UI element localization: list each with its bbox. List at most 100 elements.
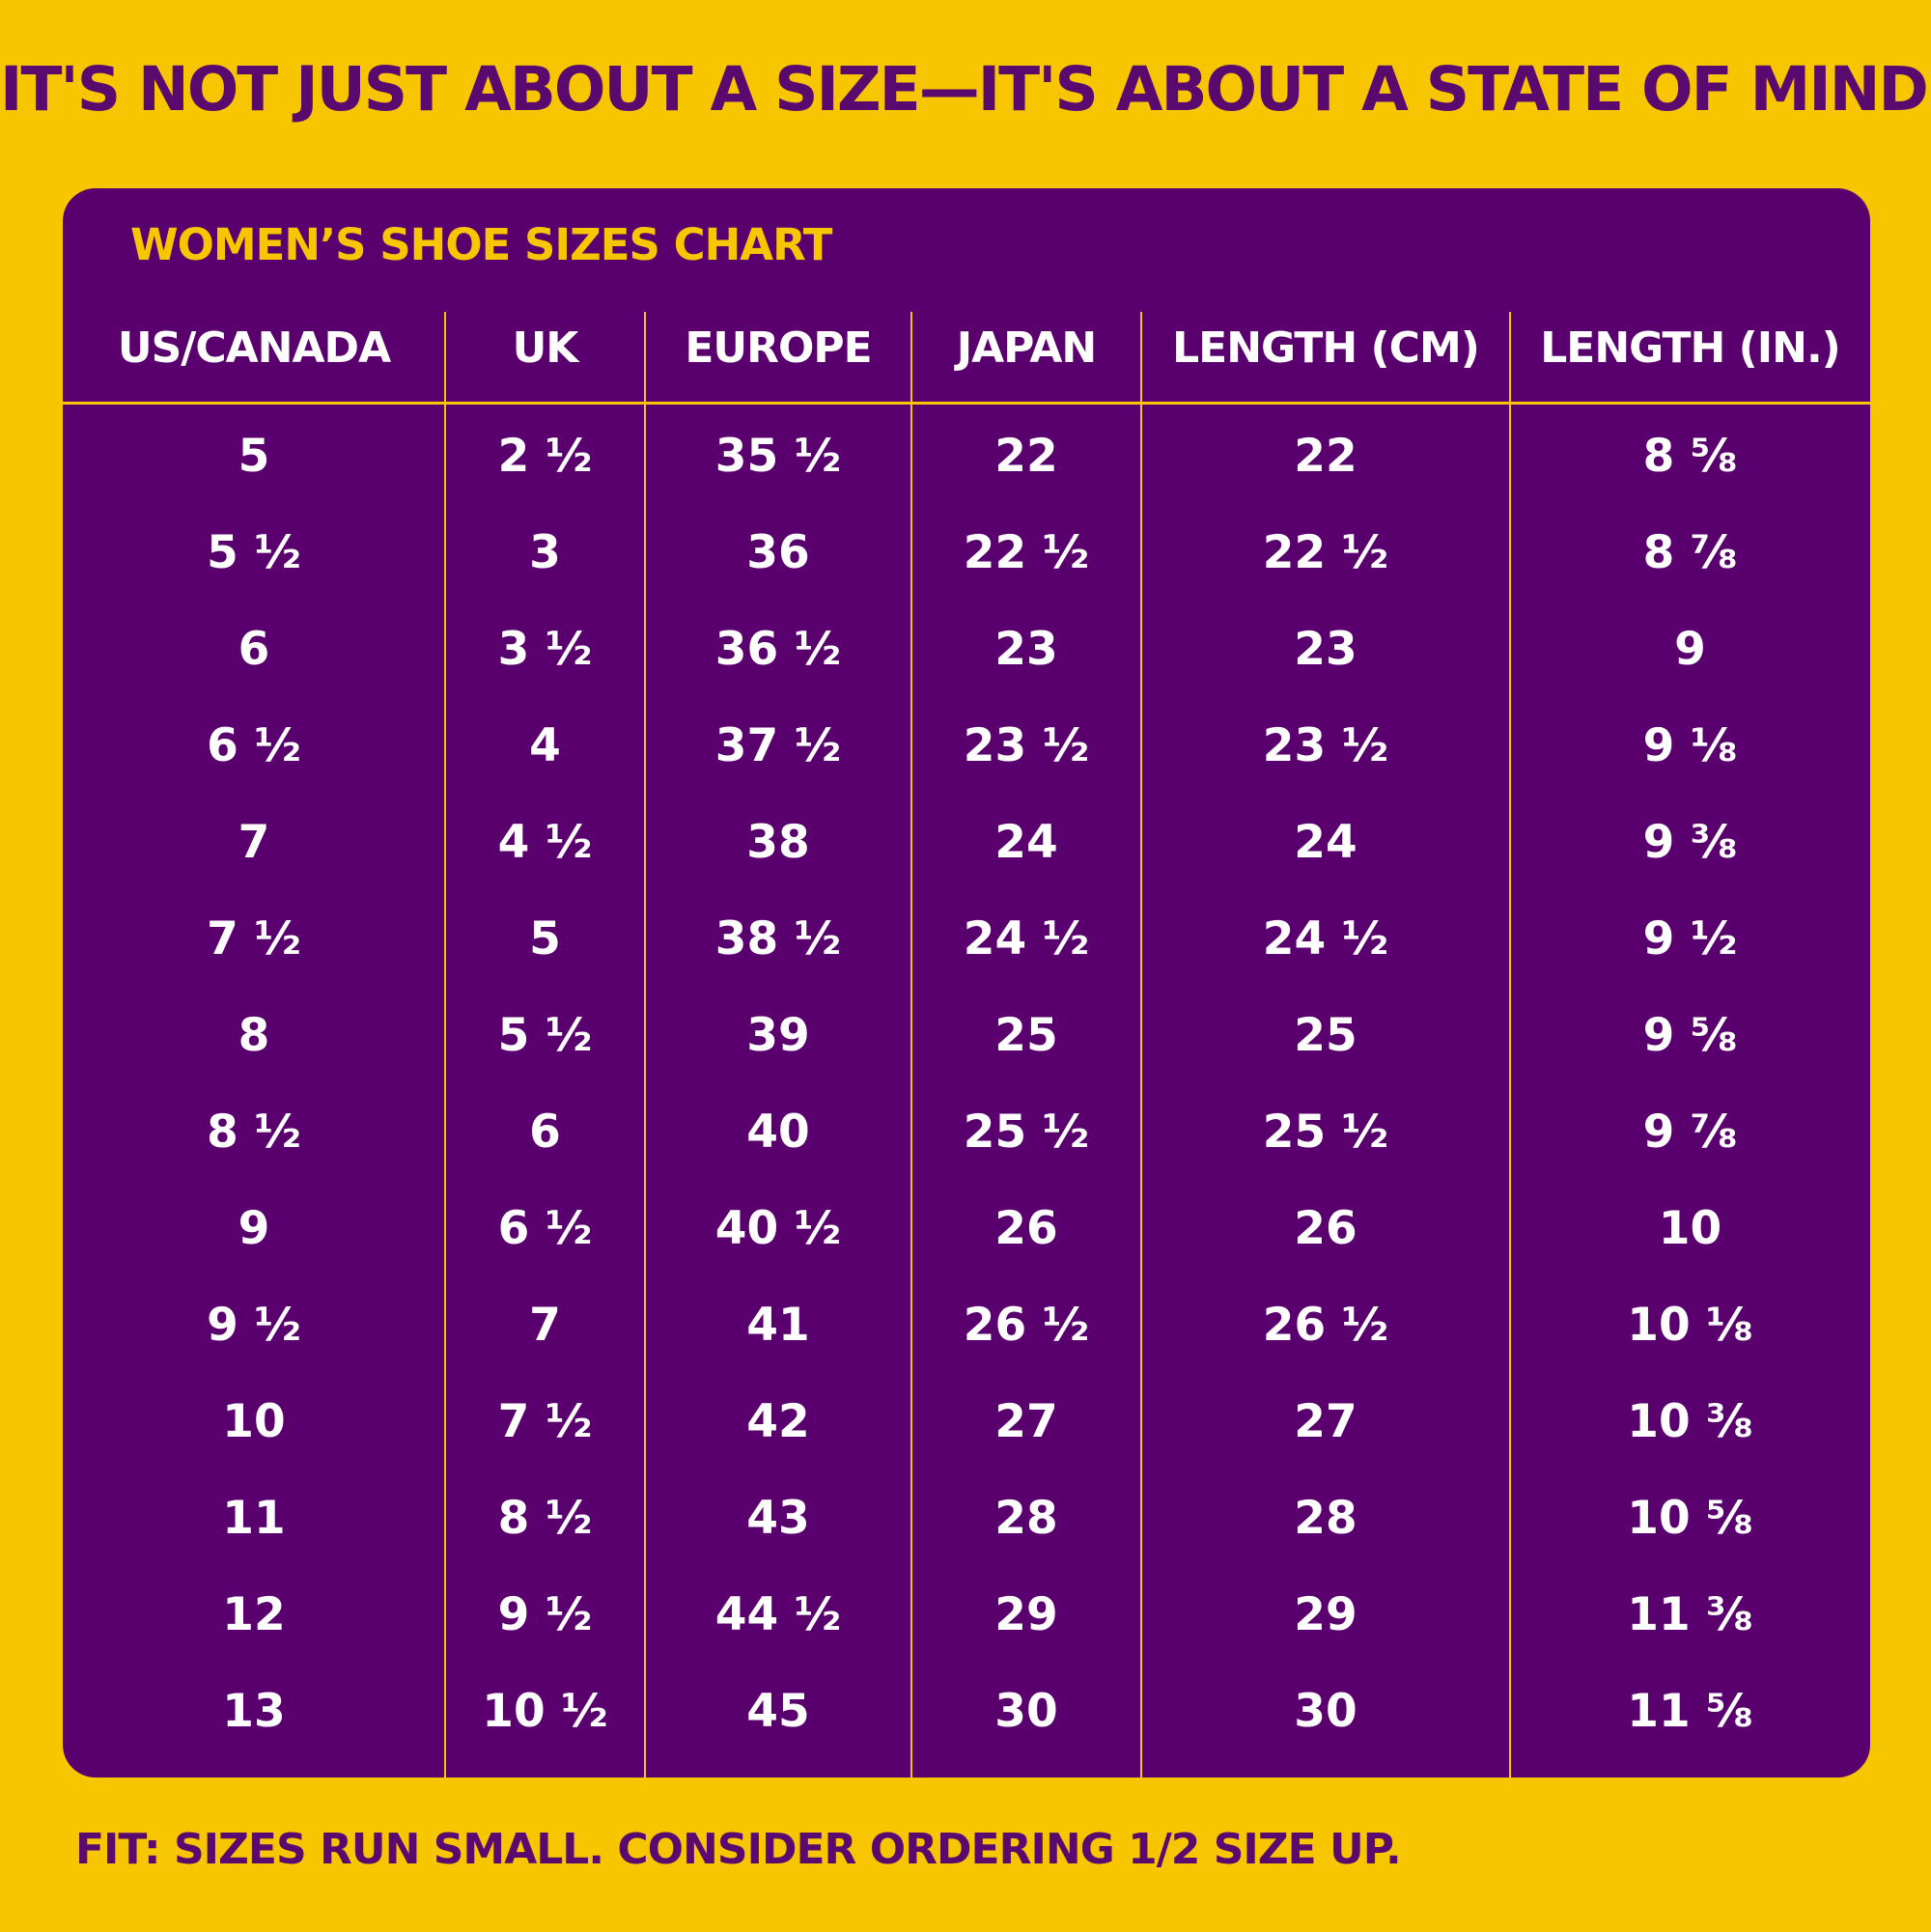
- cell-us-canada: 6: [238, 622, 270, 676]
- cell-japan: 22 ½: [963, 525, 1090, 579]
- column-divider: [1140, 312, 1142, 1778]
- header-length-in: LENGTH (IN.): [1540, 322, 1841, 373]
- table-row: 8 5 ½ 39 25 25 9 ⅝: [63, 996, 1870, 1074]
- header-us-canada: US/CANADA: [117, 322, 391, 373]
- cell-europe: 36 ½: [714, 622, 842, 676]
- cell-uk: 4: [529, 718, 561, 772]
- cell-length-cm: 29: [1294, 1587, 1357, 1641]
- cell-length-in: 11 ⅝: [1627, 1684, 1753, 1738]
- table-header-row: US/CANADA UK EUROPE JAPAN LENGTH (CM) LE…: [63, 304, 1870, 391]
- cell-us-canada: 10: [222, 1394, 286, 1448]
- cell-length-cm: 22: [1294, 429, 1357, 483]
- cell-japan: 28: [994, 1491, 1058, 1545]
- cell-europe: 40 ½: [714, 1201, 842, 1255]
- table-row: 7 4 ½ 38 24 24 9 ⅜: [63, 803, 1870, 881]
- cell-length-cm: 24: [1294, 815, 1357, 869]
- cell-us-canada: 7: [238, 815, 270, 869]
- cell-japan: 25: [994, 1008, 1058, 1062]
- cell-length-in: 9 ⅜: [1642, 815, 1738, 869]
- cell-length-cm: 30: [1294, 1684, 1357, 1738]
- cell-length-in: 8 ⅝: [1642, 429, 1738, 483]
- cell-japan: 23: [994, 622, 1058, 676]
- cell-length-cm: 26: [1294, 1201, 1357, 1255]
- cell-uk: 5 ½: [497, 1008, 593, 1062]
- cell-europe: 39: [746, 1008, 810, 1062]
- cell-japan: 23 ½: [963, 718, 1090, 772]
- table-row: 5 2 ½ 35 ½ 22 22 8 ⅝: [63, 417, 1870, 494]
- cell-length-in: 10 ⅝: [1627, 1491, 1753, 1545]
- cell-length-in: 9 ⅞: [1642, 1105, 1738, 1159]
- cell-length-cm: 22 ½: [1262, 525, 1389, 579]
- header-japan: JAPAN: [956, 322, 1098, 373]
- cell-japan: 26 ½: [963, 1298, 1090, 1352]
- cell-length-cm: 28: [1294, 1491, 1357, 1545]
- cell-japan: 30: [994, 1684, 1058, 1738]
- cell-europe: 40: [746, 1105, 810, 1159]
- table-row: 10 7 ½ 42 27 27 10 ⅜: [63, 1383, 1870, 1460]
- chart-title: WOMEN’S SHOE SIZES CHART: [130, 219, 832, 270]
- cell-europe: 44 ½: [714, 1587, 842, 1641]
- cell-uk: 2 ½: [497, 429, 593, 483]
- header-europe: EUROPE: [685, 322, 872, 373]
- cell-us-canada: 8 ½: [207, 1105, 301, 1159]
- cell-europe: 35 ½: [714, 429, 842, 483]
- cell-europe: 37 ½: [714, 718, 842, 772]
- cell-length-cm: 26 ½: [1262, 1298, 1389, 1352]
- cell-uk: 5: [529, 911, 561, 966]
- cell-europe: 42: [746, 1394, 810, 1448]
- cell-length-in: 10: [1658, 1201, 1722, 1255]
- cell-europe: 36: [746, 525, 810, 579]
- cell-japan: 29: [994, 1587, 1058, 1641]
- cell-uk: 7 ½: [497, 1394, 593, 1448]
- column-divider: [644, 312, 646, 1778]
- table-row: 9 6 ½ 40 ½ 26 26 10: [63, 1190, 1870, 1267]
- cell-length-in: 9 ⅝: [1642, 1008, 1738, 1062]
- cell-uk: 4 ½: [497, 815, 593, 869]
- cell-length-cm: 25 ½: [1262, 1105, 1389, 1159]
- cell-europe: 43: [746, 1491, 810, 1545]
- cell-uk: 3: [529, 525, 561, 579]
- cell-us-canada: 12: [222, 1587, 286, 1641]
- cell-uk: 8 ½: [497, 1491, 593, 1545]
- table-row: 11 8 ½ 43 28 28 10 ⅝: [63, 1479, 1870, 1556]
- cell-japan: 27: [994, 1394, 1058, 1448]
- cell-us-canada: 5 ½: [207, 525, 301, 579]
- cell-japan: 24 ½: [963, 911, 1090, 966]
- cell-europe: 41: [746, 1298, 810, 1352]
- cell-uk: 7: [529, 1298, 561, 1352]
- cell-japan: 25 ½: [963, 1105, 1090, 1159]
- column-divider: [910, 312, 912, 1778]
- table-row: 13 10 ½ 45 30 30 11 ⅝: [63, 1672, 1870, 1750]
- cell-us-canada: 13: [222, 1684, 286, 1738]
- table-row: 9 ½ 7 41 26 ½ 26 ½ 10 ⅛: [63, 1286, 1870, 1363]
- cell-length-cm: 25: [1294, 1008, 1357, 1062]
- cell-us-canada: 9 ½: [207, 1298, 301, 1352]
- cell-japan: 22: [994, 429, 1058, 483]
- cell-length-in: 11 ⅜: [1627, 1587, 1753, 1641]
- column-divider: [444, 312, 446, 1778]
- cell-length-cm: 23: [1294, 622, 1357, 676]
- cell-length-in: 9 ⅛: [1642, 718, 1738, 772]
- cell-length-in: 10 ⅜: [1627, 1394, 1753, 1448]
- header-length-cm: LENGTH (CM): [1172, 322, 1480, 373]
- table-row: 8 ½ 6 40 25 ½ 25 ½ 9 ⅞: [63, 1093, 1870, 1170]
- cell-europe: 45: [746, 1684, 810, 1738]
- size-chart-panel: WOMEN’S SHOE SIZES CHART US/CANADA UK EU…: [63, 188, 1870, 1778]
- fit-note: FIT: SIZES RUN SMALL. CONSIDER ORDERING …: [75, 1825, 1402, 1874]
- header-uk: UK: [512, 322, 579, 373]
- cell-length-cm: 27: [1294, 1394, 1357, 1448]
- table-row: 12 9 ½ 44 ½ 29 29 11 ⅜: [63, 1576, 1870, 1653]
- cell-uk: 10 ½: [482, 1684, 608, 1738]
- cell-length-cm: 23 ½: [1262, 718, 1389, 772]
- cell-europe: 38: [746, 815, 810, 869]
- cell-us-canada: 6 ½: [207, 718, 301, 772]
- cell-us-canada: 8: [238, 1008, 270, 1062]
- cell-us-canada: 11: [222, 1491, 286, 1545]
- cell-japan: 26: [994, 1201, 1058, 1255]
- cell-length-in: 9 ½: [1642, 911, 1738, 966]
- cell-us-canada: 7 ½: [207, 911, 301, 966]
- cell-uk: 6 ½: [497, 1201, 593, 1255]
- table-row: 5 ½ 3 36 22 ½ 22 ½ 8 ⅞: [63, 514, 1870, 591]
- cell-europe: 38 ½: [714, 911, 842, 966]
- cell-uk: 9 ½: [497, 1587, 593, 1641]
